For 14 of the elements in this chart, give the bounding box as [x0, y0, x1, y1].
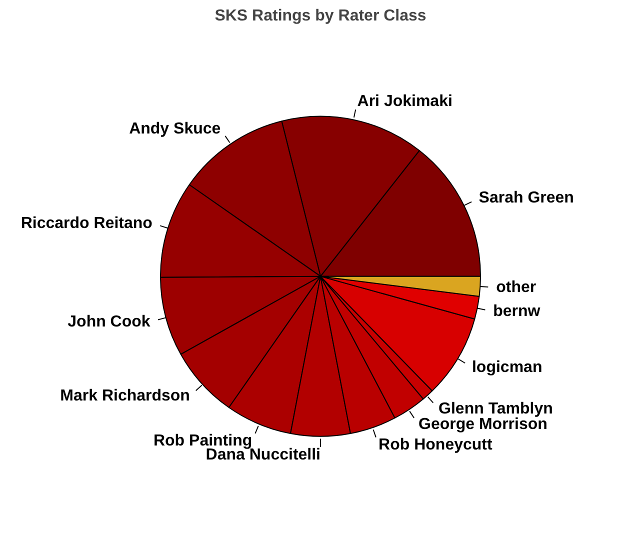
slice-label: bernw [493, 302, 541, 320]
slice-label: Riccardo Reitano [20, 214, 153, 232]
slice-label: Glenn Tamblyn [438, 400, 553, 418]
slice-label: other [496, 279, 536, 296]
slice-label: George Morrison [418, 416, 548, 434]
slice-label: Ari Jokimaki [357, 93, 452, 110]
slice-label: Mark Richardson [60, 388, 190, 405]
slice-label: Sarah Green [478, 190, 574, 207]
slice-label: John Cook [68, 313, 150, 330]
slice-label: Andy Skuce [129, 120, 221, 138]
chart-title: SKS Ratings by Rater Class [214, 8, 426, 24]
slice-label: logicman [472, 358, 542, 376]
slice-label: Rob Painting [153, 432, 252, 450]
slice-label: Rob Honeycutt [378, 436, 493, 454]
